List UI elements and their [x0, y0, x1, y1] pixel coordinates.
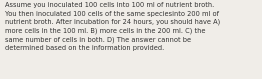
Text: Assume you inoculated 100 cells into 100 ml of nutrient broth.
You then inoculat: Assume you inoculated 100 cells into 100…: [5, 2, 221, 51]
